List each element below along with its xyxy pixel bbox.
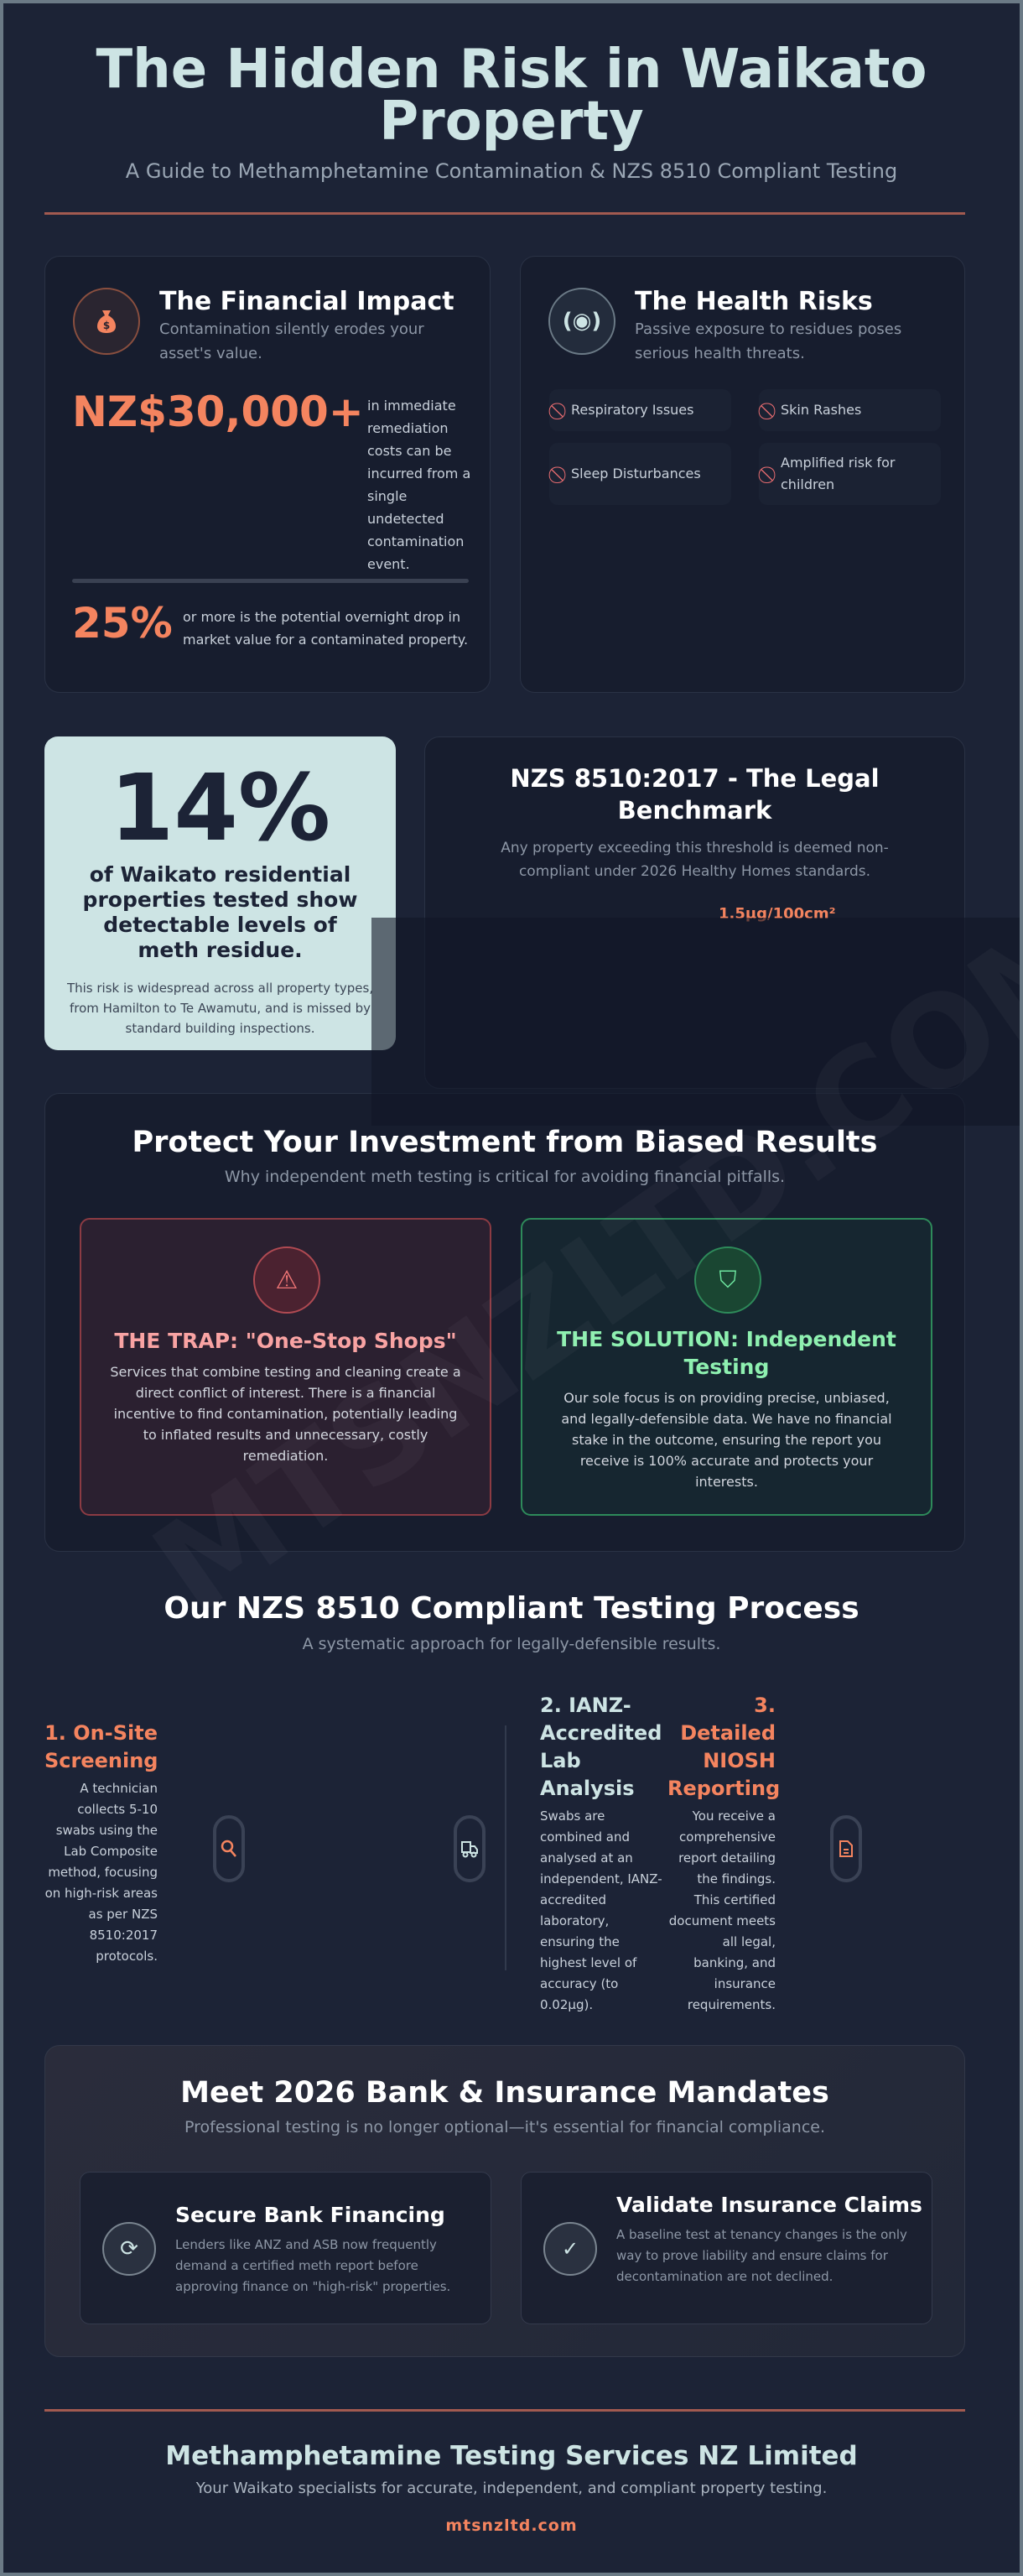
- mandate-title: Secure Bank Financing: [175, 2203, 445, 2227]
- process-divider: [505, 1725, 506, 1970]
- step-title: 2. IANZ-Accredited Lab Analysis: [540, 1694, 662, 1800]
- page-title: The Hidden Risk in Waikato Property: [96, 39, 927, 153]
- remediation-cost-stat: NZ$30,000+: [72, 388, 364, 436]
- statistic-text: This risk is widespread across all prope…: [66, 981, 374, 1036]
- financial-subtitle: Contamination silently erodes your asset…: [159, 320, 424, 362]
- financial-divider: [72, 579, 469, 583]
- solution-title: THE SOLUTION: Independent Testing: [557, 1327, 896, 1379]
- infographic-page: The Hidden Risk in Waikato Property A Gu…: [3, 3, 1020, 2573]
- health-risks-card: (◉) The Health Risks Passive exposure to…: [520, 256, 965, 693]
- value-drop-stat: 25%: [72, 599, 173, 648]
- radiation-icon: (◉): [548, 288, 615, 355]
- footer-tagline: Your Waikato specialists for accurate, i…: [195, 2480, 828, 2497]
- health-item-label: Respiratory Issues: [571, 402, 694, 418]
- shield-check-icon: ⛉: [694, 1246, 761, 1314]
- refresh-icon: ⟳: [102, 2222, 156, 2276]
- financial-title: The Financial Impact: [159, 287, 454, 316]
- solution-card: ⛉ THE SOLUTION: Independent Testing Our …: [521, 1218, 932, 1516]
- mandate-title: Validate Insurance Claims: [616, 2193, 922, 2217]
- health-subtitle: Passive exposure to residues poses serio…: [635, 320, 902, 362]
- check-circle-icon: ✓: [543, 2222, 597, 2276]
- financial-impact-card: $ The Financial Impact Contamination sil…: [44, 256, 491, 693]
- health-item: ⃠Amplified risk for children: [759, 443, 941, 505]
- page-subtitle: A Guide to Methamphetamine Contamination…: [125, 159, 898, 183]
- overlay-panel: [371, 918, 1020, 1126]
- footer-company: Methamphetamine Testing Services NZ Limi…: [165, 2441, 858, 2471]
- warning-icon: ⚠: [253, 1246, 320, 1314]
- step-text: You receive a comprehensive report detai…: [668, 1808, 776, 2012]
- header-divider: [44, 212, 965, 215]
- health-item: ⃠Sleep Disturbances: [549, 443, 731, 505]
- mandates-title: Meet 2026 Bank & Insurance Mandates: [180, 2076, 829, 2110]
- benchmark-text: Any property exceeding this threshold is…: [501, 840, 889, 880]
- footer-divider: [44, 2409, 965, 2412]
- step-title: 3. Detailed NIOSH Reporting: [667, 1694, 781, 1800]
- trap-card: ⚠ THE TRAP: "One-Stop Shops" Services th…: [80, 1218, 491, 1516]
- mandate-card: ⟳ Secure Bank Financing Lenders like ANZ…: [80, 2172, 491, 2324]
- truck-icon: [454, 1815, 486, 1882]
- mandates-subtitle: Professional testing is no longer option…: [184, 2118, 825, 2136]
- trap-text: Services that combine testing and cleani…: [110, 1364, 461, 1464]
- benchmark-title: NZS 8510:2017 - The Legal Benchmark: [510, 764, 880, 825]
- mandate-text: A baseline test at tenancy changes is th…: [616, 2227, 907, 2284]
- mandate-text: Lenders like ANZ and ASB now frequently …: [175, 2237, 451, 2294]
- search-icon: [213, 1815, 245, 1882]
- percentage-stat: 14%: [109, 754, 331, 861]
- process-step: 2. IANZ-Accredited Lab Analysis Swabs ar…: [540, 1692, 666, 2016]
- remediation-cost-text: in immediate remediation costs can be in…: [367, 398, 471, 572]
- health-item-label: Amplified risk for children: [781, 455, 896, 492]
- health-item-label: Sleep Disturbances: [571, 466, 701, 481]
- money-bag-icon: $: [73, 288, 140, 355]
- svg-text:$: $: [103, 320, 110, 331]
- health-item: ⃠Skin Rashes: [759, 389, 941, 431]
- website-link[interactable]: mtsnzltd.com: [445, 2516, 578, 2535]
- protect-subtitle: Why independent meth testing is critical…: [224, 1168, 786, 1186]
- mandates-section: Meet 2026 Bank & Insurance Mandates Prof…: [44, 2045, 965, 2357]
- value-drop-text: or more is the potential overnight drop …: [183, 609, 469, 648]
- health-item: ⃠Respiratory Issues: [549, 389, 731, 431]
- step-text: Swabs are combined and analysed at an in…: [540, 1808, 662, 2012]
- step-text: A technician collects 5-10 swabs using t…: [44, 1781, 158, 1964]
- statistic-headline: of Waikato residential properties tested…: [82, 862, 358, 962]
- protect-section: Protect Your Investment from Biased Resu…: [44, 1093, 965, 1552]
- process-step: 1. On-Site Screening A technician collec…: [44, 1720, 158, 1967]
- statistic-card: 14% of Waikato residential properties te…: [44, 736, 396, 1050]
- health-item-label: Skin Rashes: [781, 402, 862, 418]
- trap-title: THE TRAP: "One-Stop Shops": [114, 1329, 457, 1353]
- document-icon: [830, 1815, 862, 1882]
- process-title: Our NZS 8510 Compliant Testing Process: [164, 1591, 859, 1626]
- process-step: 3. Detailed NIOSH Reporting You receive …: [667, 1692, 781, 2016]
- solution-text: Our sole focus is on providing precise, …: [561, 1390, 892, 1490]
- footer-link-wrap: mtsnzltd.com: [3, 2516, 1020, 2535]
- process-subtitle: A systematic approach for legally-defens…: [302, 1635, 721, 1653]
- step-title: 1. On-Site Screening: [44, 1721, 158, 1772]
- health-title: The Health Risks: [635, 287, 873, 316]
- protect-title: Protect Your Investment from Biased Resu…: [132, 1126, 878, 1159]
- mandate-card: ✓ Validate Insurance Claims A baseline t…: [521, 2172, 932, 2324]
